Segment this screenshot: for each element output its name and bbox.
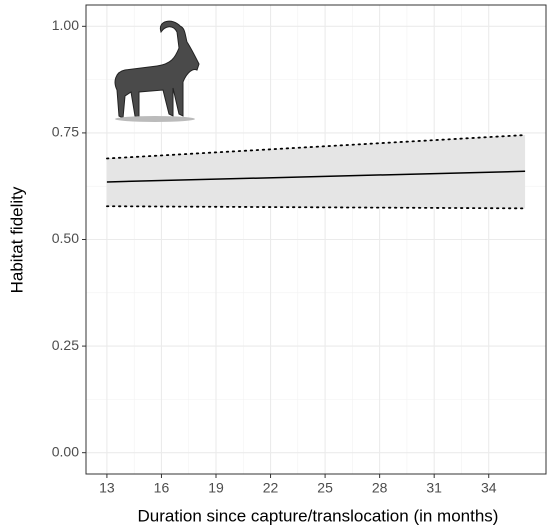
x-tick-label: 25 bbox=[317, 480, 333, 496]
x-tick-label: 22 bbox=[263, 480, 279, 496]
x-tick-label: 28 bbox=[372, 480, 388, 496]
y-tick-label: 0.50 bbox=[52, 230, 79, 246]
y-tick-label: 0.00 bbox=[52, 443, 79, 459]
x-tick-label: 34 bbox=[481, 480, 497, 496]
y-tick-label: 0.75 bbox=[52, 124, 79, 140]
ci-upper-line bbox=[106, 134, 526, 160]
fit-line bbox=[106, 170, 526, 183]
x-tick-label: 16 bbox=[154, 480, 170, 496]
x-tick-label: 31 bbox=[426, 480, 442, 496]
x-tick-label: 13 bbox=[99, 480, 115, 496]
x-axis-title: Duration since capture/translocation (in… bbox=[138, 506, 499, 525]
x-tick-label: 19 bbox=[208, 480, 224, 496]
ibex-illustration bbox=[114, 20, 200, 122]
confidence-ribbon bbox=[106, 135, 526, 209]
y-tick-label: 0.25 bbox=[52, 337, 79, 353]
y-axis-title: Habitat fidelity bbox=[7, 186, 26, 293]
y-tick-label: 1.00 bbox=[52, 17, 79, 33]
ci-lower-line bbox=[106, 205, 526, 210]
panel-border bbox=[85, 4, 547, 475]
